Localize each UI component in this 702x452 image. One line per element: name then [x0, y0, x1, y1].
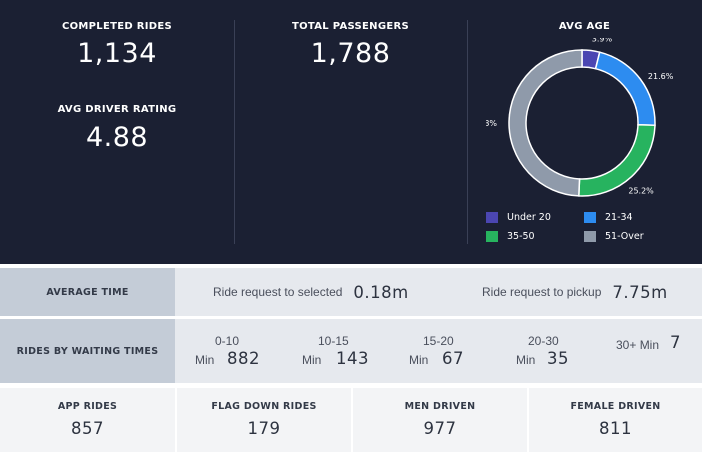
wait-range: 15-20: [423, 334, 454, 348]
legend-label: 51-Over: [605, 231, 644, 242]
panel-divider: [234, 20, 235, 244]
completed-rides-label: COMPLETED RIDES: [61, 21, 172, 32]
avg-time-selected-value: 0.18m: [353, 282, 409, 302]
donut-data-label: 49.3%: [486, 119, 497, 128]
legend-label: Under 20: [507, 212, 551, 223]
men-driven-value: 977: [423, 419, 457, 438]
female-driven-label: FEMALE DRIVEN: [570, 401, 661, 412]
avg-age-donut-chart: 3.9% 21.6% 25.2% 49.3%: [472, 35, 686, 208]
total-passengers-value: 1,788: [310, 38, 391, 69]
wait-value: 35: [547, 349, 569, 368]
wait-range: 0-10: [215, 334, 240, 348]
legend-swatch: [584, 231, 596, 242]
total-passengers-label: TOTAL PASSENGERS: [291, 21, 409, 32]
wait-unit: Min: [302, 353, 322, 367]
avg-time-selected: Ride request to selected 0.18m: [213, 268, 409, 316]
legend-swatch: [486, 212, 498, 223]
avg-time-pickup: Ride request to pickup 7.75m: [482, 268, 668, 316]
donut-data-label: 21.6%: [648, 72, 674, 81]
men-driven-label: MEN DRIVEN: [404, 401, 476, 412]
wait-unit: Min: [516, 353, 536, 367]
men-driven-card: MEN DRIVEN 977: [353, 388, 527, 452]
avg-age-donut-svg: 3.9% 21.6% 25.2% 49.3%: [472, 35, 674, 197]
average-time-row: AVERAGE TIME Ride request to selected 0.…: [0, 268, 702, 316]
panel-divider: [467, 20, 468, 244]
wait-item-15-20: 15-20 Min 67: [409, 319, 489, 383]
avg-time-pickup-value: 7.75m: [612, 282, 668, 302]
wait-item-0-10: 0-10 Min 882: [195, 319, 275, 383]
avg-time-selected-label: Ride request to selected: [213, 285, 343, 299]
average-time-body: Ride request to selected 0.18m Ride requ…: [175, 268, 702, 316]
avg-age-title: AVG AGE: [558, 21, 611, 32]
female-driven-value: 811: [599, 419, 632, 438]
wait-item-30-plus: 30+ Min 7: [616, 319, 696, 383]
flag-down-rides-value: 179: [247, 419, 281, 438]
wait-range: 10-15: [318, 334, 349, 348]
waiting-times-label: RIDES BY WAITING TIMES: [0, 319, 175, 383]
app-rides-value: 857: [71, 419, 104, 438]
app-rides-card: APP RIDES 857: [0, 388, 175, 452]
bottom-stats: APP RIDES 857 FLAG DOWN RIDES 179 MEN DR…: [0, 388, 702, 452]
waiting-times-body: 0-10 Min 882 10-15 Min 143 15-20 Min 67 …: [175, 319, 702, 383]
wait-value: 882: [227, 349, 260, 368]
wait-unit: Min: [409, 353, 429, 367]
wait-range: 20-30: [528, 334, 559, 348]
wait-item-20-30: 20-30 Min 35: [516, 319, 596, 383]
wait-value: 7: [670, 333, 681, 352]
wait-item-10-15: 10-15 Min 143: [302, 319, 382, 383]
average-time-label: AVERAGE TIME: [0, 268, 175, 316]
summary-panel: COMPLETED RIDES 1,134 AVG DRIVER RATING …: [0, 0, 702, 264]
female-driven-card: FEMALE DRIVEN 811: [529, 388, 702, 452]
completed-rides-value: 1,134: [77, 38, 157, 69]
avg-driver-rating-value: 4.88: [85, 122, 149, 153]
donut-slice-21-34: [594, 51, 656, 127]
avg-time-pickup-label: Ride request to pickup: [482, 285, 602, 299]
legend-swatch: [584, 212, 596, 223]
wait-unit: Min: [195, 353, 215, 367]
legend-item-51-over: 51-Over: [584, 231, 644, 242]
flag-down-rides-card: FLAG DOWN RIDES 179: [177, 388, 351, 452]
app-rides-label: APP RIDES: [57, 401, 118, 412]
donut-slice-51-over: [508, 49, 583, 197]
legend-item-under-20: Under 20: [486, 212, 551, 223]
donut-slice-35-50: [578, 123, 656, 197]
avg-driver-rating-label: AVG DRIVER RATING: [57, 104, 177, 115]
flag-down-rides-label: FLAG DOWN RIDES: [211, 401, 317, 412]
donut-data-label: 3.9%: [592, 38, 613, 44]
legend-label: 21-34: [605, 212, 633, 223]
legend-item-35-50: 35-50: [486, 231, 535, 242]
wait-range: 30+ Min: [616, 338, 660, 352]
legend-item-21-34: 21-34: [584, 212, 633, 223]
legend-label: 35-50: [507, 231, 535, 242]
wait-value: 67: [442, 349, 464, 368]
waiting-times-row: RIDES BY WAITING TIMES 0-10 Min 882 10-1…: [0, 319, 702, 383]
legend-swatch: [486, 231, 498, 242]
wait-value: 143: [336, 349, 369, 368]
donut-data-label: 25.2%: [628, 186, 654, 195]
